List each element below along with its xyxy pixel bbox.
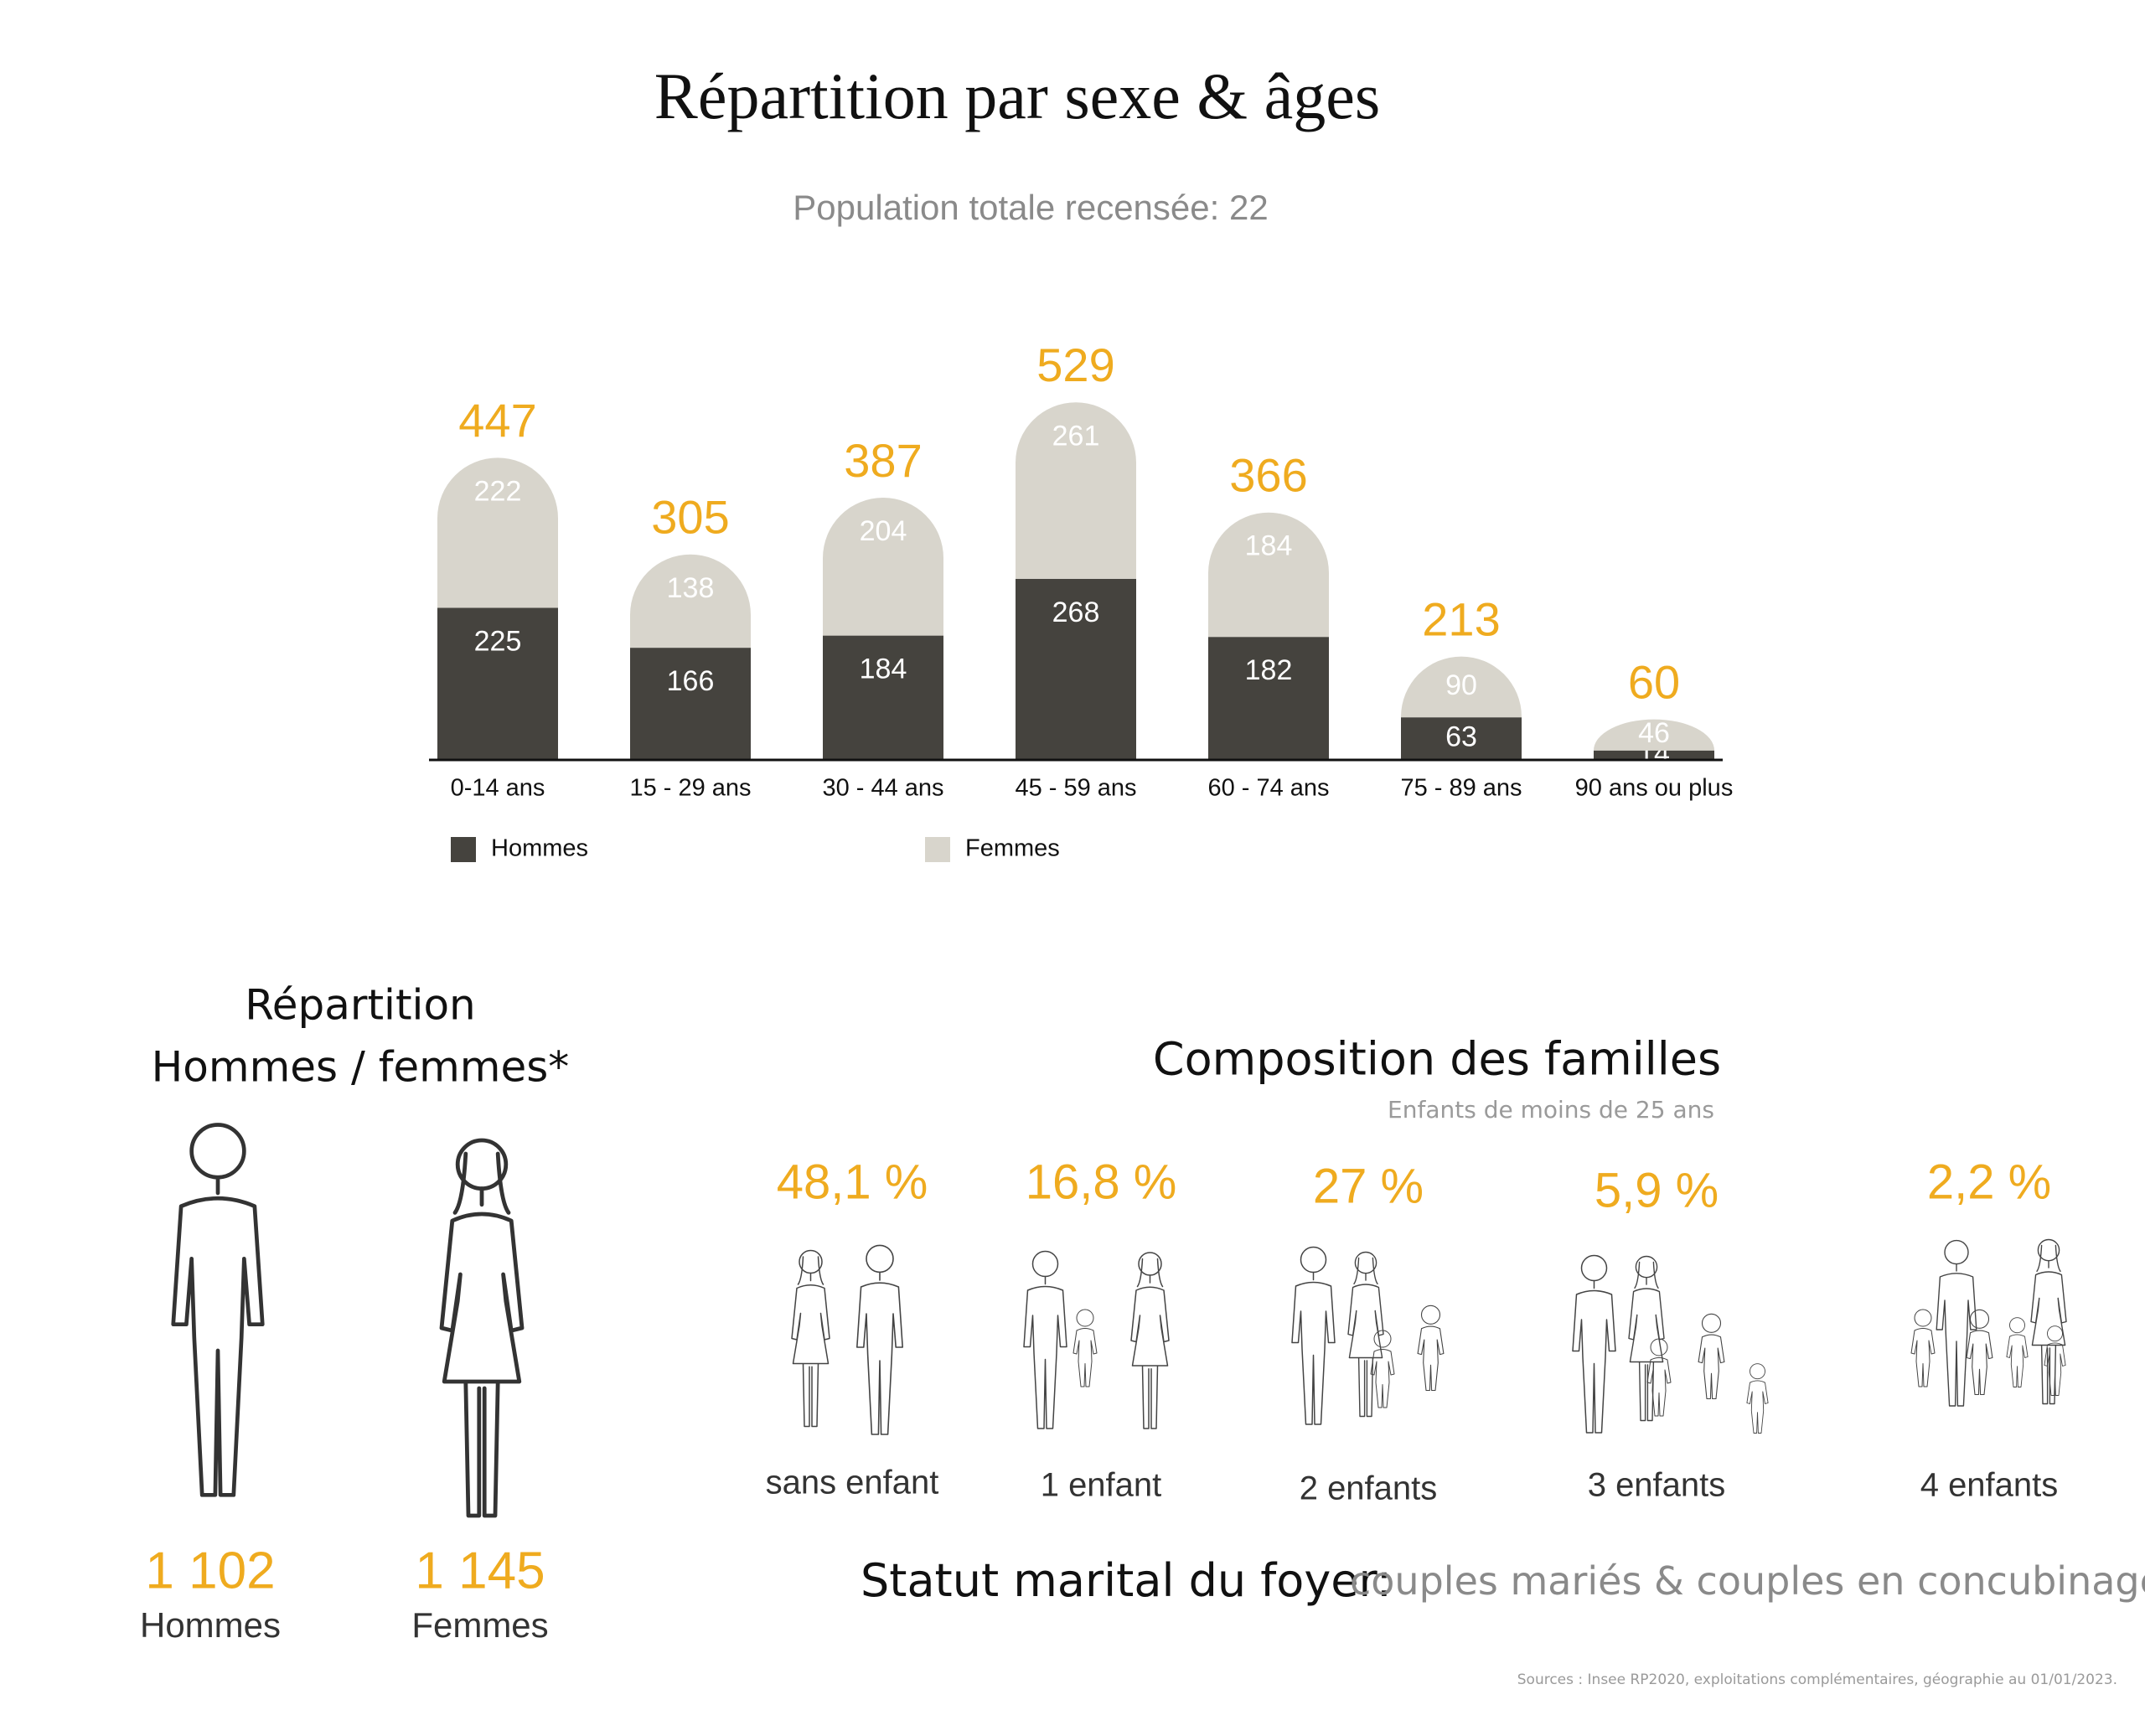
segment-label: 184 [860, 654, 907, 685]
segment-label: 222 [474, 475, 522, 507]
bar-segment [1401, 656, 1522, 718]
section-subtitle: Enfants de moins de 25 ans [1388, 1096, 1714, 1124]
bar-segment [1594, 719, 1714, 751]
segment-label: 268 [1052, 597, 1100, 628]
total-label: 447 [458, 394, 536, 447]
total-label: 60 [1628, 655, 1680, 708]
segment-label: 204 [860, 515, 907, 547]
bar-segment [1594, 750, 1714, 760]
bar-segment [1016, 402, 1136, 579]
bar-segment [1208, 637, 1329, 760]
total-label: 213 [1422, 592, 1500, 645]
illustration [1646, 1338, 1672, 1417]
section-title: Répartition [245, 981, 475, 1030]
x-tick-label: 15 - 29 ans [629, 775, 751, 802]
family-label: 3 enfants [1588, 1467, 1726, 1504]
bar-segment [437, 457, 558, 608]
segment-label: 225 [474, 625, 522, 657]
total-label: 366 [1229, 449, 1307, 502]
family-percent: 2,2 % [1927, 1155, 2051, 1209]
illustration [791, 1249, 830, 1428]
x-tick-label: 30 - 44 ans [822, 775, 943, 802]
stat-label: Hommes [140, 1605, 281, 1645]
legend-label: Femmes [965, 835, 1060, 862]
stat-label: Femmes [411, 1605, 548, 1645]
bar-chart: 225 222 447 0-14 ans 166 138 305 15 - 29 ans 184… [429, 338, 1733, 862]
total-label: 305 [651, 491, 729, 544]
segment-label: 46 [1638, 717, 1670, 749]
section-title: Composition des familles [1153, 1033, 1721, 1086]
bar-segment [630, 554, 751, 648]
total-label: 387 [844, 434, 922, 487]
bar-segment [437, 607, 558, 760]
bar-segment [823, 498, 943, 636]
bar-segment [1208, 512, 1329, 638]
legend-swatch [451, 837, 476, 862]
bar-segment [1401, 717, 1522, 760]
family-label: 1 enfant [1041, 1467, 1162, 1504]
x-tick-label: 45 - 59 ans [1015, 775, 1136, 802]
illustration [1072, 1309, 1098, 1387]
woman-illustration [442, 1140, 522, 1516]
source: Sources : Insee RP2020, exploitations co… [1517, 1671, 2117, 1688]
illustration [1572, 1254, 1616, 1434]
family-percent: 48,1 % [777, 1155, 928, 1209]
illustration [1347, 1251, 1384, 1418]
family-percent: 16,8 % [1026, 1155, 1177, 1209]
family-label: 2 enfants [1300, 1470, 1438, 1507]
x-tick-label: 90 ans ou plus [1575, 775, 1734, 802]
illustration [1370, 1330, 1395, 1408]
chart-title: Répartition par sexe & âges [654, 59, 1380, 132]
family-illustrations [791, 1238, 2067, 1435]
stat-value: 1 145 [415, 1542, 545, 1599]
legend-swatch [925, 837, 950, 862]
segment-label: 184 [1245, 530, 1293, 562]
total-label: 529 [1036, 338, 1114, 391]
marital-status: Statut marital du foyer: couples mariés … [861, 1554, 2145, 1607]
segment-label: 138 [667, 572, 715, 604]
marital-value: couples mariés & couples en concubinage [1350, 1558, 2145, 1604]
family-percent: 27 % [1313, 1159, 1424, 1213]
family-label: sans enfant [766, 1465, 939, 1501]
illustration [1291, 1246, 1336, 1425]
illustration [855, 1244, 904, 1435]
segment-label: 182 [1245, 654, 1293, 686]
illustration [1023, 1250, 1067, 1429]
illustration [1910, 1309, 1936, 1387]
chart-subtitle: Population totale recensée: 22 [793, 188, 1268, 227]
segment-label: 166 [667, 665, 715, 697]
stat-value: 1 102 [145, 1542, 275, 1599]
x-tick-label: 0-14 ans [451, 775, 545, 802]
family-percent: 5,9 % [1595, 1163, 1719, 1217]
segment-label: 63 [1445, 721, 1477, 753]
x-tick-label: 75 - 89 ans [1400, 775, 1522, 802]
man-illustration [173, 1125, 263, 1496]
illustration [1130, 1252, 1170, 1429]
illustration [1698, 1313, 1725, 1400]
family-stats: 48,1 % sans enfant 16,8 % 1 enfant 27 % 2 enf… [766, 1155, 2059, 1506]
bar-segment [823, 635, 943, 760]
bar-segment [1016, 578, 1136, 760]
family-label: 4 enfants [1920, 1467, 2059, 1504]
segment-label: 90 [1445, 669, 1477, 701]
illustration [2030, 1238, 2067, 1405]
segment-label: 261 [1052, 420, 1100, 452]
section-title: Hommes / femmes* [152, 1043, 570, 1092]
marital-label: Statut marital du foyer: [861, 1554, 1392, 1607]
illustration [2006, 1316, 2029, 1388]
illustration [1417, 1305, 1445, 1392]
bar-segment [630, 648, 751, 760]
illustration [1936, 1239, 1977, 1407]
legend-label: Hommes [491, 835, 588, 862]
illustration [1746, 1363, 1769, 1434]
x-tick-label: 60 - 74 ans [1207, 775, 1329, 802]
